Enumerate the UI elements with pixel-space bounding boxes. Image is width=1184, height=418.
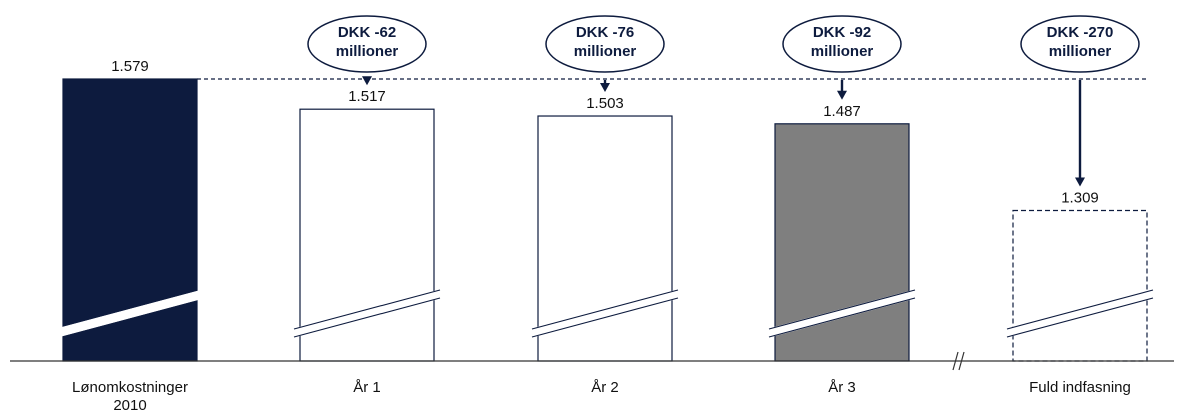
reduction-callout-2 <box>545 15 665 73</box>
reduction-callout-text-1-line-1: DKK -62 <box>338 24 396 41</box>
bar-break-gap-3 <box>530 289 680 338</box>
reduction-callout-text-3-line-2: millioner <box>811 43 874 60</box>
value-labels-layer: 1.579 1.517 1.503 1.487 1.309 <box>111 58 1099 207</box>
bar-1 <box>62 78 198 362</box>
reduction-arrows-layer <box>362 76 1085 187</box>
reduction-callout-1 <box>307 15 427 73</box>
bar-break-line-upper-5 <box>1006 289 1154 330</box>
bar-break-gap-4 <box>767 289 917 338</box>
reduction-callout-text-4-line-2: millioner <box>1049 43 1112 60</box>
reduction-callout-text-3-line-1: DKK -92 <box>813 24 871 41</box>
bar-break-line-upper-1 <box>56 289 204 330</box>
bar-break-line-upper-2 <box>293 289 441 330</box>
bar-break-line-upper-4 <box>768 289 916 330</box>
bar-break-line-lower-1 <box>56 297 204 338</box>
reduction-callout-4 <box>1020 15 1140 73</box>
value-label-3: 1.503 <box>586 95 624 112</box>
reduction-callout-text-2-line-1: DKK -76 <box>576 24 634 41</box>
reduction-callout-text-4-line-1: DKK -270 <box>1047 24 1114 41</box>
bar-break-line-lower-3 <box>531 297 679 338</box>
category-label-1-line-1: Lønomkostninger <box>72 379 188 396</box>
reduction-callout-3 <box>782 15 902 73</box>
value-label-1: 1.579 <box>111 58 149 75</box>
value-label-2: 1.517 <box>348 88 386 105</box>
bar-2 <box>299 108 435 362</box>
reduction-callout-text-2-line-2: millioner <box>574 43 637 60</box>
reduction-arrow-head-2 <box>600 83 610 93</box>
bar-break-gap-2 <box>292 289 442 338</box>
bar-5 <box>1012 209 1148 362</box>
bar-break-line-lower-4 <box>768 297 916 338</box>
axis-break-layer <box>55 289 1155 338</box>
bar-break-gap-5 <box>1005 289 1155 338</box>
reduction-callout-text-1-line-2: millioner <box>336 43 399 60</box>
category-label-5: Fuld indfasning <box>1029 379 1131 396</box>
category-label-2: År 1 <box>353 379 381 396</box>
bar-3 <box>537 115 673 362</box>
bar-break-line-upper-3 <box>531 289 679 330</box>
bars-layer <box>62 78 1148 362</box>
category-label-4: År 3 <box>828 379 856 396</box>
bar-break-gap-1 <box>55 289 205 338</box>
reduction-arrow-head-3 <box>837 90 847 100</box>
value-label-5: 1.309 <box>1061 190 1099 207</box>
reduction-arrow-head-1 <box>362 76 372 86</box>
category-label-1-line-2: 2010 <box>113 397 146 414</box>
axis-break-marker <box>952 351 965 371</box>
callouts-layer: DKK -62 millioner DKK -76 millioner DKK -92 m… <box>307 15 1140 73</box>
bar-break-line-lower-5 <box>1006 297 1154 338</box>
reduction-arrow-head-4 <box>1075 177 1085 187</box>
value-label-4: 1.487 <box>823 103 861 120</box>
bar-break-line-lower-2 <box>293 297 441 338</box>
category-label-3: År 2 <box>591 379 619 396</box>
